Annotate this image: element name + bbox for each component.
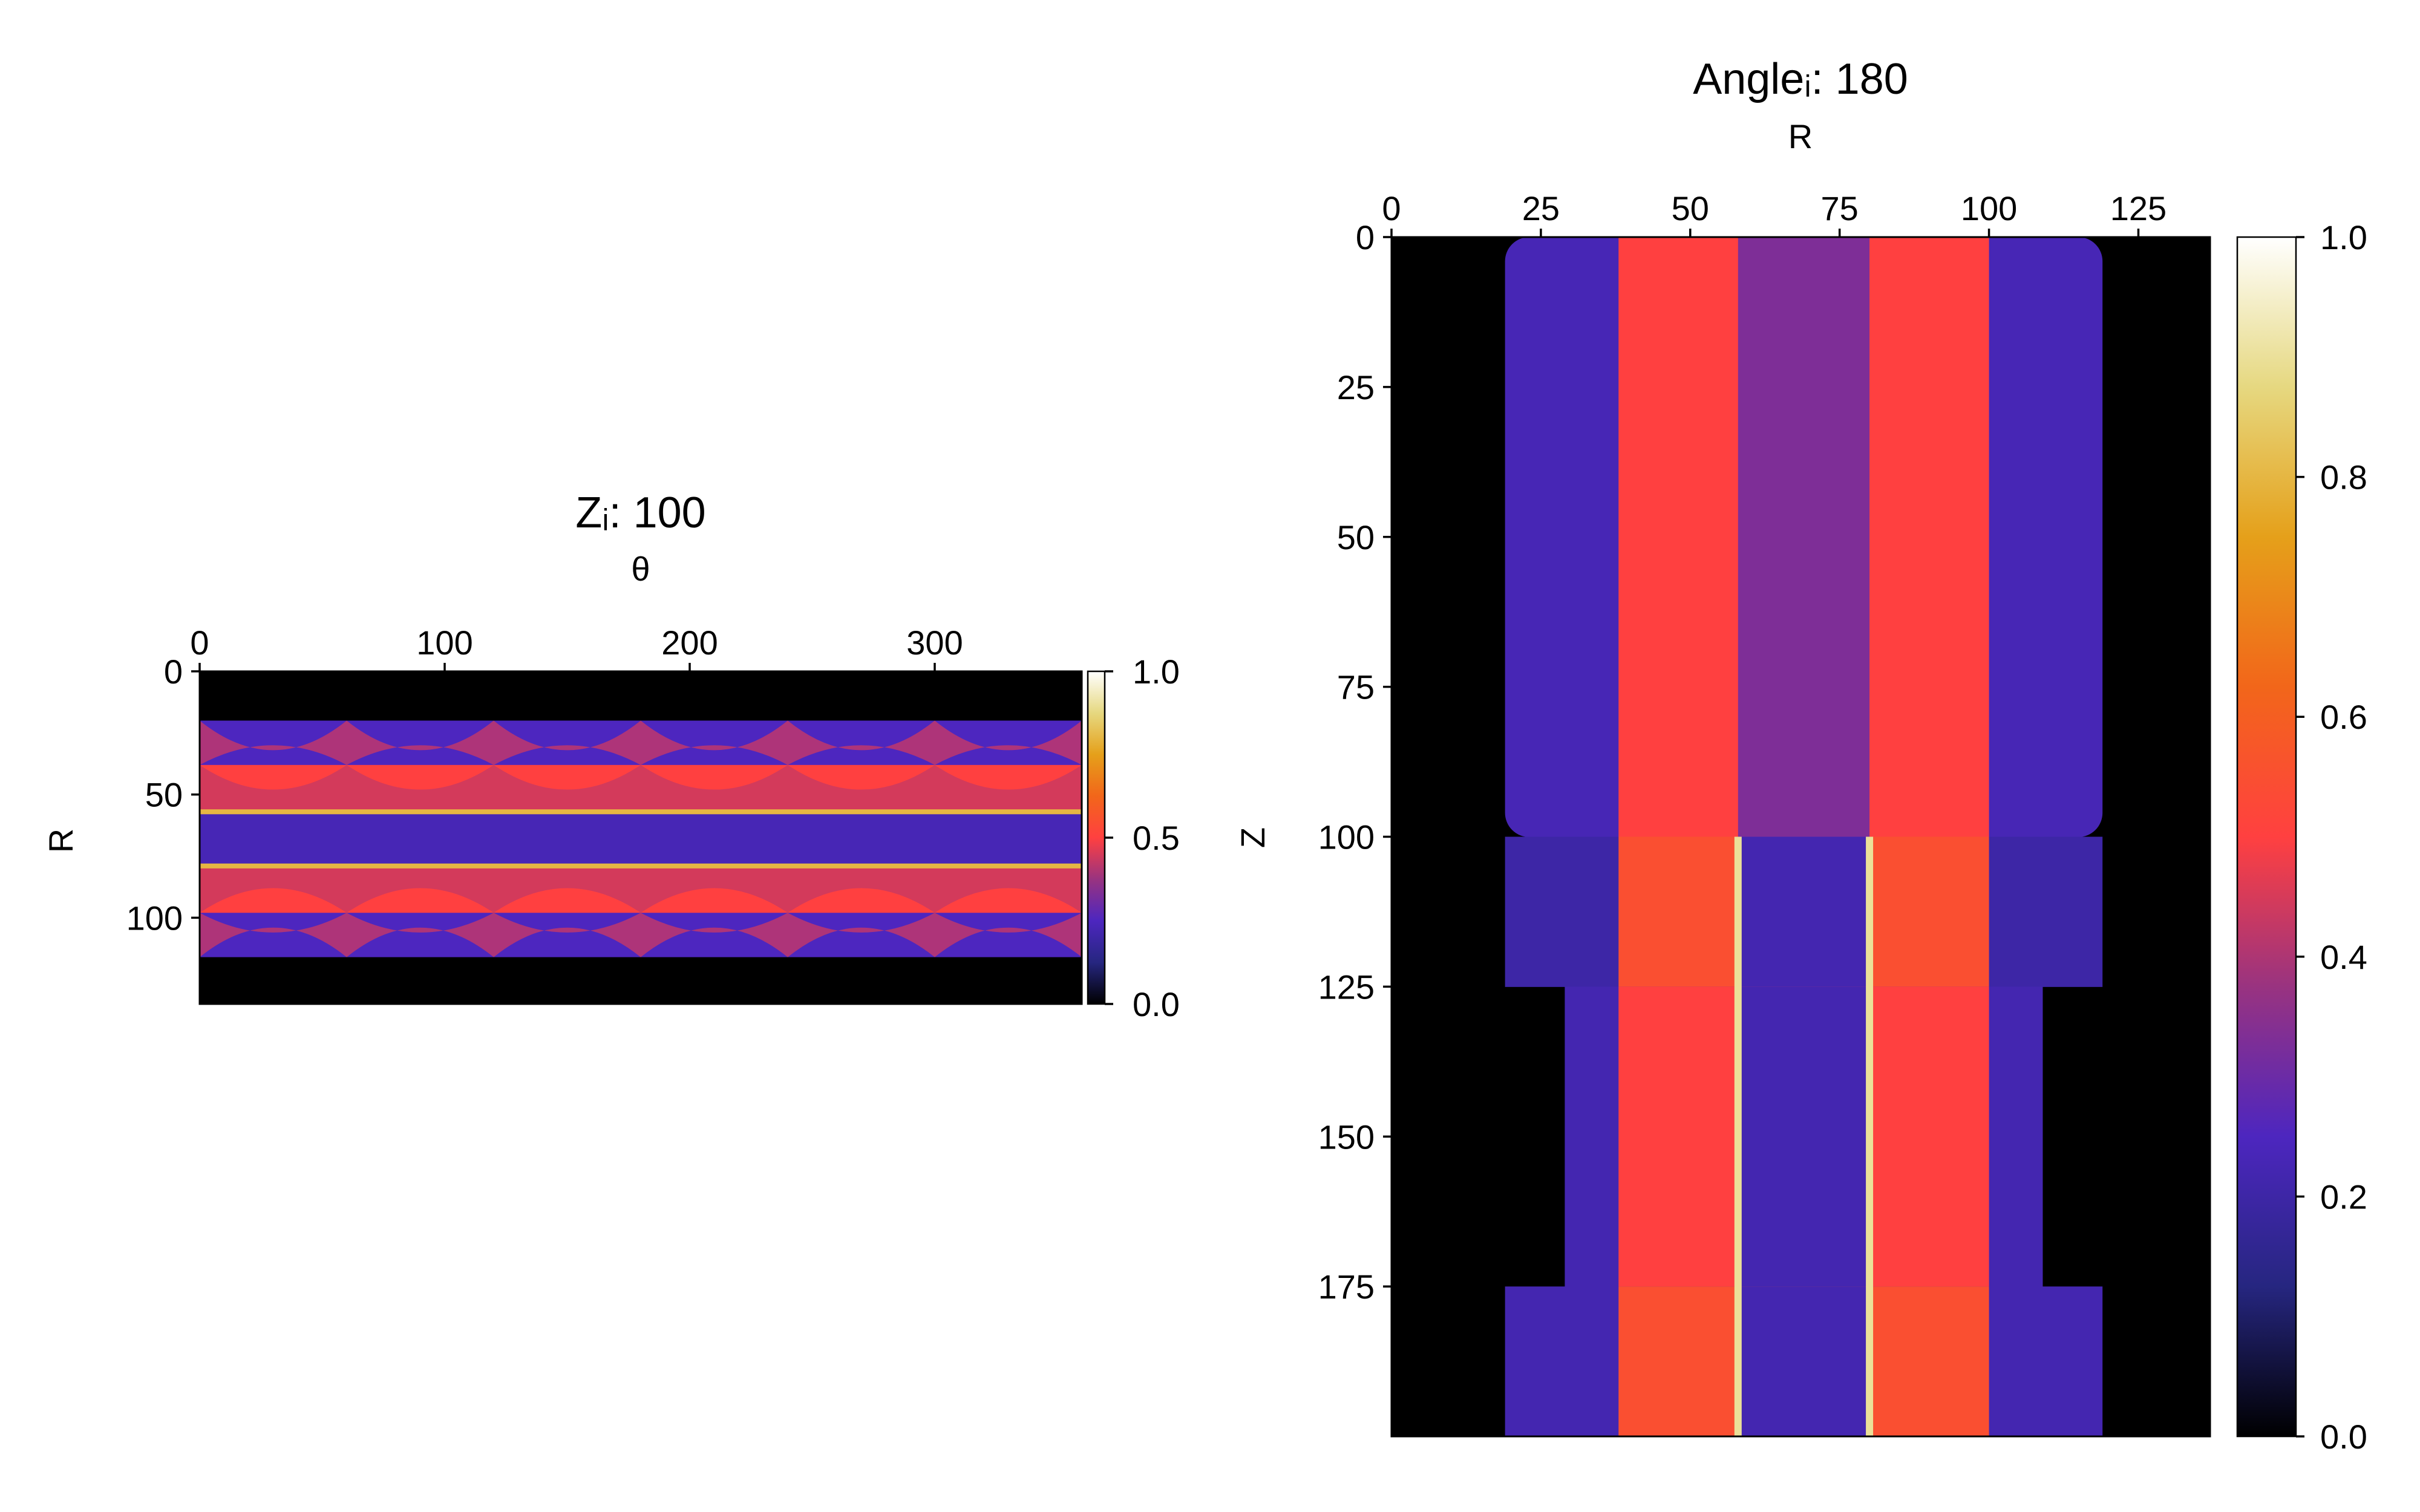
left-lobe-shade — [641, 868, 788, 913]
left-lobe-shade — [200, 764, 347, 810]
left-lobe-lower — [347, 913, 494, 957]
left-lobe-upper — [788, 720, 935, 765]
right-y-tick-label: 100 — [1318, 818, 1375, 856]
right-y-axis-label: Z — [1234, 827, 1272, 848]
left-lobe-upper — [347, 720, 494, 765]
left-lobe-upper — [935, 720, 1082, 765]
left-lobe-shade — [494, 868, 641, 913]
left-x-tick-label: 300 — [906, 624, 963, 662]
left-y-tick-label: 0 — [164, 653, 183, 691]
left-band-6 — [200, 868, 1082, 913]
left-lobe-shade — [1229, 868, 1376, 913]
left-lobe-shade — [494, 764, 641, 810]
left-band-3 — [200, 809, 1082, 815]
right-y-tick-label: 75 — [1337, 668, 1375, 706]
right-bright-line-1 — [1866, 836, 1874, 1436]
right-x-tick-label: 25 — [1522, 189, 1560, 227]
left-colorbar — [1087, 670, 1106, 1005]
left-lobe-lower — [494, 913, 641, 957]
right-y-tick-label: 25 — [1337, 368, 1375, 406]
left-y-tick-label: 50 — [145, 776, 183, 814]
left-lobe-upper — [1229, 720, 1376, 764]
right-colorbar-tick-label: 0.0 — [2320, 1418, 2367, 1456]
right-y-tick-label: 150 — [1318, 1118, 1375, 1156]
left-lobe-shade — [347, 868, 494, 913]
left-lobe-shade — [935, 868, 1082, 913]
right-x-tick-label: 75 — [1821, 189, 1859, 227]
right-y-tick-label: 0 — [1356, 218, 1375, 256]
right-heatmap-panel: Angleᵢ: 180 R Z 0 25 50 75 100 125 0 25 50 75 100… — [1234, 55, 2367, 1456]
left-lobe-shade — [1229, 765, 1376, 809]
left-band-0 — [200, 671, 1082, 721]
left-lobe-lower — [641, 913, 788, 957]
right-x-tick-label: 0 — [1382, 189, 1401, 227]
right-colorbar-tick-label: 1.0 — [2320, 218, 2367, 256]
left-band-8 — [200, 957, 1082, 1004]
left-band-4 — [200, 814, 1082, 864]
left-x-tick-label: 200 — [661, 624, 718, 662]
left-band-5 — [200, 863, 1082, 869]
right-core-region-1 — [1738, 836, 1870, 987]
left-lobe-lower — [1229, 913, 1376, 957]
left-y-tick-label: 100 — [126, 899, 183, 937]
right-x-tick-label: 50 — [1672, 189, 1709, 227]
right-core-region-3 — [1738, 1286, 1870, 1436]
left-plot-frame — [198, 670, 1083, 1005]
left-x-axis-label: θ — [631, 550, 650, 588]
left-y-ticks: 0 50 100 — [126, 653, 200, 937]
left-lobe-upper — [641, 720, 788, 765]
right-colorbar — [2236, 236, 2297, 1438]
left-x-tick-label: 100 — [416, 624, 473, 662]
left-colorbar-tick-label: 0.0 — [1133, 985, 1180, 1023]
right-y-tick-label: 50 — [1337, 518, 1375, 556]
left-lobe-lower — [935, 913, 1082, 957]
right-colorbar-tick-label: 0.8 — [2320, 458, 2367, 497]
right-y-tick-label: 175 — [1318, 1268, 1375, 1306]
right-x-tick-label: 100 — [1961, 189, 2017, 227]
right-x-ticks: 0 25 50 75 100 125 — [1382, 189, 2167, 237]
left-colorbar-ticks: 0.0 0.5 1.0 — [1105, 653, 1180, 1023]
right-x-axis-label: R — [1788, 117, 1813, 155]
left-x-tick-label: 0 — [190, 624, 209, 662]
right-core-region-0 — [1738, 237, 1870, 837]
left-lobe-shade — [935, 764, 1082, 810]
left-lobe-upper — [200, 720, 347, 765]
right-x-tick-label: 125 — [2110, 189, 2167, 227]
right-bright-line-0 — [1734, 836, 1742, 1436]
left-band-2 — [200, 764, 1082, 810]
right-colorbar-tick-label: 0.4 — [2320, 938, 2367, 976]
left-heatmap-panel: Zᵢ: 100 θ R 0 100 200 300 0 50 100 0.0 0.5 1.0 — [42, 489, 1376, 1023]
left-lobe-shade — [641, 764, 788, 810]
left-lobe-shade — [788, 868, 935, 913]
left-lobe-lower — [200, 913, 347, 957]
left-x-ticks: 0 100 200 300 — [190, 624, 963, 671]
left-lobe-shade — [347, 764, 494, 810]
right-panel-title: Angleᵢ: 180 — [1693, 55, 1908, 103]
left-colorbar-tick-label: 0.5 — [1133, 819, 1180, 857]
right-colorbar-tick-label: 0.2 — [2320, 1178, 2367, 1216]
right-core-region-2 — [1738, 986, 1870, 1287]
right-colorbar-tick-label: 0.6 — [2320, 698, 2367, 736]
right-y-tick-label: 125 — [1318, 968, 1375, 1006]
left-colorbar-tick-label: 1.0 — [1133, 653, 1180, 691]
left-lobe-shade — [200, 868, 347, 913]
left-lobe-shade — [788, 764, 935, 810]
left-lobe-lower — [788, 913, 935, 957]
left-heatmap-image — [200, 671, 1376, 1004]
left-lobe-upper — [494, 720, 641, 765]
right-y-ticks: 0 25 50 75 100 125 150 175 — [1318, 218, 1392, 1306]
left-panel-title: Zᵢ: 100 — [575, 489, 705, 537]
left-y-axis-label: R — [42, 829, 80, 853]
right-heatmap-image — [1392, 237, 2210, 1436]
right-colorbar-ticks: 0.0 0.2 0.4 0.6 0.8 1.0 — [2296, 218, 2367, 1456]
